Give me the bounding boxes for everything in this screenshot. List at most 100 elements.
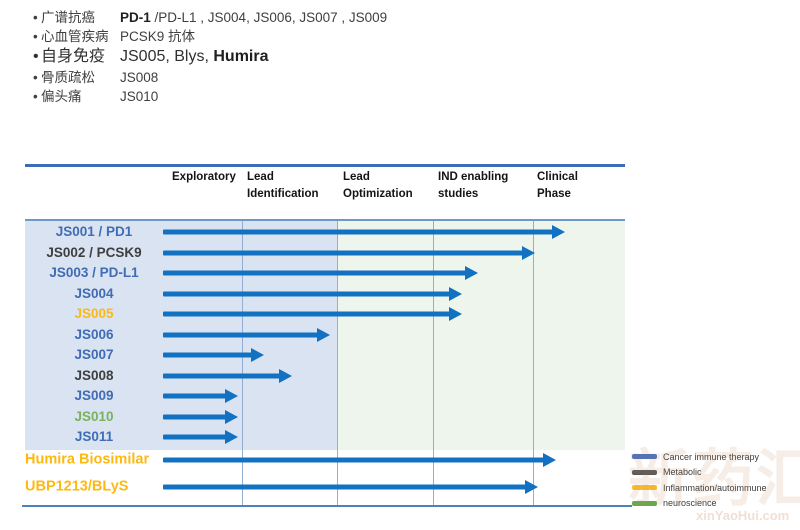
legend-label: Inflammation/autoimmune — [663, 482, 767, 493]
progress-arrow — [163, 484, 527, 490]
pipeline-row: JS002 / PCSK9 — [0, 243, 800, 263]
arrow-head-icon — [279, 368, 293, 383]
pipeline-row: UBP1213/BLyS — [0, 477, 800, 497]
stage-header-lead-optimization: Lead Optimization — [343, 171, 413, 200]
pipeline-row-label: JS010 — [74, 408, 114, 424]
stage-header-clinical-phase: Clinical Phase — [537, 171, 578, 200]
list-item: • 骨质疏松 JS008 — [33, 68, 593, 87]
arrow-head-icon — [449, 307, 462, 321]
category-value: PCSK9 抗体 — [120, 29, 196, 44]
progress-arrow — [163, 250, 524, 255]
pipeline-row-label: Humira Biosimilar — [25, 451, 150, 468]
pipeline-row-label: JS004 — [74, 285, 114, 301]
arrow-head-icon — [250, 348, 264, 362]
category-value: PD-1 /PD-L1 , JS004, JS006, JS007 , JS00… — [120, 10, 388, 25]
bullet-icon: • — [33, 10, 38, 25]
progress-arrow — [163, 393, 228, 399]
category-label: 心血管疾病 — [41, 29, 109, 44]
arrow-head-icon — [465, 266, 478, 280]
arrow-head-icon — [543, 453, 556, 467]
development-panel — [337, 221, 625, 450]
pipeline-row-label: JS003 / PD-L1 — [49, 265, 139, 281]
progress-arrow — [163, 229, 555, 235]
legend: Cancer immune therapy Metabolic Inflamma… — [632, 449, 767, 511]
list-item: • 偏头痛 JS010 — [33, 87, 593, 106]
pipeline-row: JS009 — [0, 386, 800, 406]
list-item: • 广谱抗癌 PD-1 /PD-L1 , JS004, JS006, JS007… — [33, 8, 593, 27]
legend-item: neuroscience — [632, 496, 767, 512]
progress-arrow — [163, 270, 467, 276]
legend-item: Metabolic — [632, 465, 767, 481]
legend-label: Metabolic — [663, 467, 702, 478]
category-label: 骨质疏松 — [41, 70, 95, 85]
list-item: • 心血管疾病 PCSK9 抗体 — [33, 27, 593, 46]
chart-top-border — [25, 164, 625, 167]
bullet-icon: • — [33, 29, 38, 44]
legend-swatch-neuroscience — [632, 500, 657, 506]
progress-arrow — [163, 414, 228, 419]
stage-gridline — [533, 221, 534, 506]
stage-header-exploratory: Exploratory — [172, 171, 236, 183]
pipeline-row-label: JS008 — [74, 367, 114, 383]
arrow-head-icon — [225, 389, 239, 403]
legend-label: neuroscience — [663, 498, 717, 509]
legend-label: Cancer immune therapy — [663, 451, 760, 462]
category-value: JS008 — [120, 70, 159, 85]
legend-item: Cancer immune therapy — [632, 449, 767, 465]
pipeline-row: JS003 / PD-L1 — [0, 263, 800, 283]
pipeline-row: JS011 — [0, 427, 800, 447]
stage-header-lead-identification: Lead Identification — [247, 171, 319, 200]
chart-bottom-border — [22, 505, 632, 507]
pipeline-row: JS010 — [0, 407, 800, 427]
pipeline-row-label: JS007 — [74, 347, 114, 363]
progress-arrow — [163, 434, 228, 440]
arrow-head-icon — [225, 430, 239, 444]
legend-swatch-metabolic — [632, 469, 657, 475]
progress-arrow — [163, 373, 282, 378]
progress-arrow — [163, 332, 320, 337]
pipeline-row: JS004 — [0, 284, 800, 304]
list-item: • 自身免疫 JS005, Blys, Humira — [33, 46, 593, 68]
progress-arrow — [163, 352, 253, 358]
stage-header-ind-enabling: IND enabling studies — [438, 171, 509, 200]
pipeline-row-label: JS009 — [74, 388, 114, 404]
pipeline-row: JS007 — [0, 345, 800, 365]
progress-arrow — [163, 291, 451, 296]
pipeline-row: JS001 / PD1 — [0, 222, 800, 242]
arrow-head-icon — [524, 480, 538, 494]
indication-list: • 广谱抗癌 PD-1 /PD-L1 , JS004, JS006, JS007… — [33, 8, 593, 106]
arrow-head-icon — [225, 409, 239, 424]
arrow-head-icon — [449, 286, 462, 301]
pipeline-row-label: JS005 — [74, 306, 114, 322]
pipeline-row-label: JS002 / PCSK9 — [46, 244, 142, 260]
stage-gridline — [242, 221, 243, 506]
pipeline-row-label: JS011 — [74, 429, 114, 445]
arrow-head-icon — [552, 225, 566, 239]
stage-gridline — [433, 221, 434, 506]
bullet-icon: • — [33, 89, 38, 104]
category-label: 广谱抗癌 — [41, 10, 95, 25]
pipeline-row: JS006 — [0, 325, 800, 345]
legend-swatch-inflammation — [632, 485, 657, 491]
pipeline-row-label: UBP1213/BLyS — [25, 478, 129, 495]
progress-arrow — [163, 457, 545, 463]
pipeline-row: JS008 — [0, 366, 800, 386]
pipeline-row-label: JS006 — [74, 326, 114, 342]
stage-gridline — [337, 221, 338, 506]
category-label: 自身免疫 — [41, 48, 106, 65]
header-divider — [25, 219, 625, 221]
bullet-icon: • — [33, 70, 38, 85]
pipeline-row: Humira Biosimilar — [0, 450, 800, 470]
category-value: JS010 — [120, 89, 159, 104]
progress-arrow — [163, 311, 451, 317]
pipeline-row: JS005 — [0, 304, 800, 324]
arrow-head-icon — [521, 245, 535, 260]
legend-swatch-cancer — [632, 454, 657, 460]
bullet-icon: • — [33, 48, 39, 65]
category-label: 偏头痛 — [41, 89, 82, 104]
legend-item: Inflammation/autoimmune — [632, 480, 767, 496]
arrow-head-icon — [317, 327, 331, 342]
category-value: JS005, Blys, Humira — [120, 48, 269, 65]
pipeline-row-label: JS001 / PD1 — [55, 224, 133, 240]
